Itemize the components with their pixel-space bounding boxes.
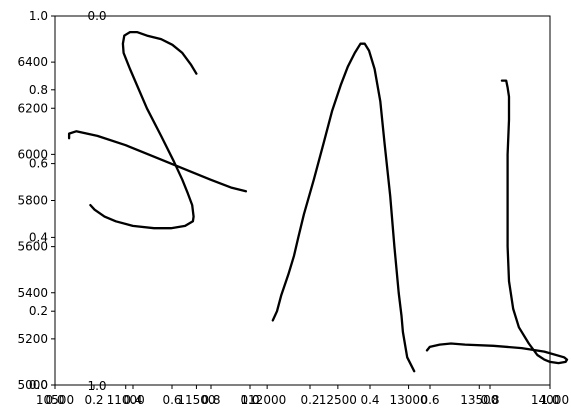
y-tick-label: 6200 — [17, 101, 48, 115]
series-line-4 — [425, 79, 569, 365]
overlay-y-tick-label: 0.0 — [29, 378, 48, 392]
overlay-y-tick-label: 1.0 — [29, 9, 48, 23]
overlay-x-tick-label: 1.0 — [240, 393, 259, 407]
top-corner-label: 0.0 — [87, 9, 106, 23]
x-tick-label: 13500 — [460, 393, 498, 407]
overlay-x-tick-label: 0.6 — [162, 393, 181, 407]
x-tick-label: 11500 — [177, 393, 215, 407]
y-tick-label: 5200 — [17, 332, 48, 346]
y-tick-label: 6000 — [17, 147, 48, 161]
overlay-x-tick-label: 0.8 — [201, 393, 220, 407]
series-line-1 — [89, 30, 198, 230]
overlay-y-tick-label: 0.6 — [29, 157, 48, 171]
overlay-x-tick-label: 0.8 — [480, 393, 499, 407]
y-axis: 5000 5200 5400 5600 5800 6000 6200 6400 — [17, 55, 55, 392]
y-tick-label: 5000 — [17, 378, 48, 392]
overlay-y-tick-label: 0.2 — [29, 304, 48, 318]
x-tick-label: 13000 — [389, 393, 427, 407]
overlay-x-tick-label: 0.6 — [420, 393, 439, 407]
series-group — [67, 30, 569, 373]
overlay-x-tick-label: 0.2 — [84, 393, 103, 407]
y-tick-label: 5800 — [17, 194, 48, 208]
bottom-corner-label: 1.0 — [87, 379, 106, 393]
x-tick-label: 12500 — [319, 393, 357, 407]
y-tick-label: 5600 — [17, 240, 48, 254]
overlay-x-tick-label: 0.0 — [240, 393, 259, 407]
plot-frame — [54, 15, 551, 386]
series-line-3 — [271, 42, 416, 373]
overlay-x-tick-label: 1.0 — [540, 393, 559, 407]
overlay-y-tick-label: 0.8 — [29, 83, 48, 97]
overlay-y-tick-label: 0.4 — [29, 230, 48, 244]
x-tick-label: 10500 — [36, 393, 74, 407]
overlay-x-tick-label: 0.4 — [123, 393, 142, 407]
overlay-left-y-labels: 0.0 0.2 0.4 0.6 0.8 1.0 — [29, 9, 55, 392]
overlay-x-tick-label: 0.2 — [300, 393, 319, 407]
x-axis: 10500 11000 11500 12000 12500 13000 13500 14000 — [36, 385, 569, 407]
y-tick-label: 5400 — [17, 286, 48, 300]
x-tick-label: 12000 — [248, 393, 286, 407]
series-line-2 — [67, 130, 248, 193]
x-tick-label: 11000 — [107, 393, 145, 407]
y-tick-label: 6400 — [17, 55, 48, 69]
overlay-x-tick-label: 0.4 — [360, 393, 379, 407]
overlay-bottom-x-labels: 0.0 0.2 0.4 0.6 0.8 1.00.0 0.2 0.4 0.6 0.8 1.0 — [45, 385, 560, 407]
overlay-x-tick-label: 0.0 — [45, 393, 64, 407]
x-tick-label: 14000 — [531, 393, 569, 407]
